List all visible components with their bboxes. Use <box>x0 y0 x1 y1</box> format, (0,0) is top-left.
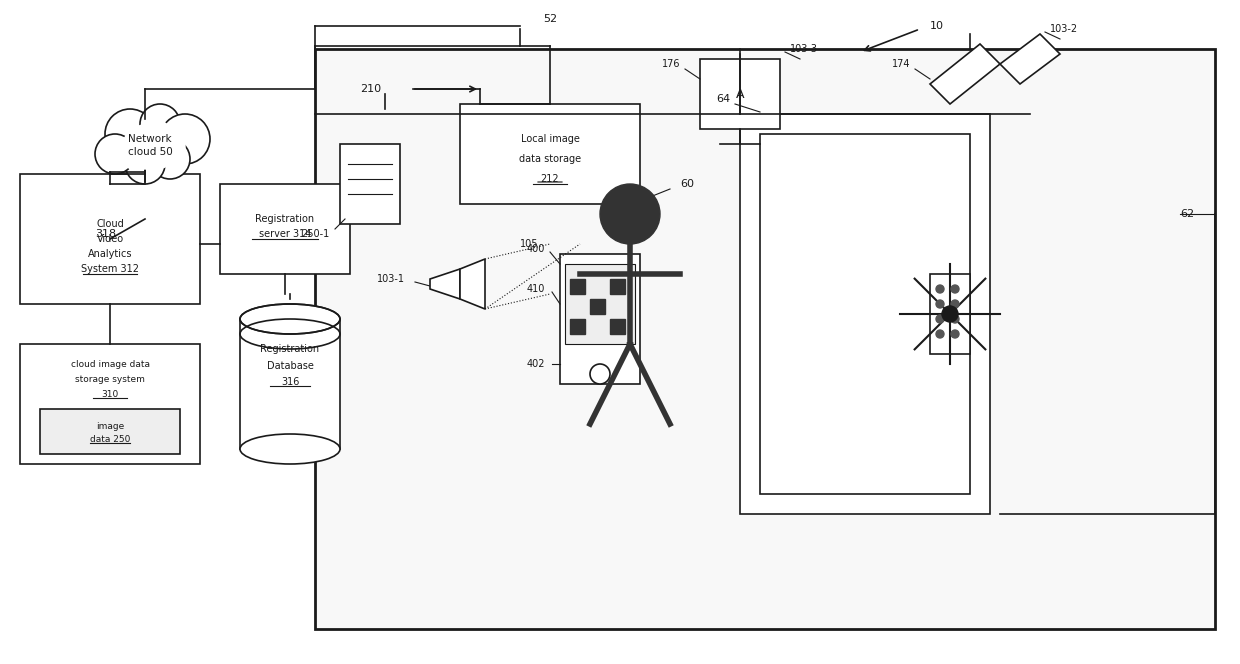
Text: Cloud: Cloud <box>97 219 124 229</box>
Bar <box>20 344 200 464</box>
Bar <box>340 144 401 224</box>
Circle shape <box>105 109 155 159</box>
Polygon shape <box>930 44 999 104</box>
Text: Network: Network <box>128 134 172 144</box>
Text: 402: 402 <box>527 359 546 369</box>
Text: Analytics: Analytics <box>88 249 133 259</box>
Text: 103-2: 103-2 <box>1050 24 1078 34</box>
Circle shape <box>600 184 660 244</box>
Bar <box>740 114 990 514</box>
Circle shape <box>590 364 610 384</box>
Text: 212: 212 <box>541 174 559 184</box>
Circle shape <box>125 144 165 184</box>
Circle shape <box>951 300 959 308</box>
Text: Database: Database <box>267 361 314 371</box>
Bar <box>590 299 605 314</box>
Text: data storage: data storage <box>518 154 582 164</box>
Text: 250-1: 250-1 <box>301 229 330 239</box>
Text: Video: Video <box>97 234 124 244</box>
Text: System 312: System 312 <box>81 264 139 274</box>
Bar <box>610 279 625 294</box>
Circle shape <box>95 134 135 174</box>
Polygon shape <box>999 34 1060 84</box>
Text: image: image <box>95 422 124 430</box>
Circle shape <box>942 306 959 322</box>
Bar <box>315 49 1215 629</box>
Circle shape <box>951 285 959 293</box>
Text: storage system: storage system <box>76 374 145 384</box>
Circle shape <box>936 330 944 338</box>
Bar <box>570 319 585 334</box>
Text: 105: 105 <box>520 239 538 249</box>
Text: 103-3: 103-3 <box>790 44 818 54</box>
Polygon shape <box>460 259 485 309</box>
Text: Local image: Local image <box>521 134 579 144</box>
Text: cloud 50: cloud 50 <box>128 147 172 157</box>
Text: 176: 176 <box>661 59 680 69</box>
Text: 62: 62 <box>1180 209 1194 219</box>
Ellipse shape <box>241 434 340 464</box>
Text: 318: 318 <box>95 229 117 239</box>
Text: 60: 60 <box>680 179 694 189</box>
Circle shape <box>936 285 944 293</box>
Bar <box>610 319 625 334</box>
Text: 210: 210 <box>360 84 381 94</box>
Bar <box>560 254 640 384</box>
Polygon shape <box>430 269 460 299</box>
Text: 400: 400 <box>527 244 546 254</box>
Text: 174: 174 <box>892 59 910 69</box>
Bar <box>219 184 350 274</box>
Bar <box>241 319 340 449</box>
Text: 316: 316 <box>280 377 299 387</box>
Circle shape <box>160 114 210 164</box>
Text: 310: 310 <box>102 390 119 398</box>
Text: cloud image data: cloud image data <box>71 359 150 369</box>
Circle shape <box>951 315 959 323</box>
Circle shape <box>140 104 180 144</box>
Text: 64: 64 <box>715 94 730 104</box>
Text: Registration: Registration <box>255 214 315 224</box>
Ellipse shape <box>241 304 340 334</box>
Bar <box>565 264 635 344</box>
Bar <box>20 174 200 304</box>
Circle shape <box>936 300 944 308</box>
Circle shape <box>150 139 190 179</box>
Bar <box>701 59 780 129</box>
Circle shape <box>936 315 944 323</box>
Bar <box>40 409 180 454</box>
Text: Registration: Registration <box>260 344 320 354</box>
Text: server 314: server 314 <box>259 229 311 239</box>
Circle shape <box>951 330 959 338</box>
Text: 52: 52 <box>543 14 557 24</box>
Bar <box>570 279 585 294</box>
Polygon shape <box>115 119 185 169</box>
Text: 103-1: 103-1 <box>377 274 405 284</box>
Bar <box>760 134 970 494</box>
Bar <box>460 104 640 204</box>
Text: data 250: data 250 <box>89 434 130 444</box>
Bar <box>930 274 970 354</box>
Text: 410: 410 <box>527 284 546 294</box>
Text: A: A <box>735 88 744 100</box>
Text: 10: 10 <box>930 21 944 31</box>
